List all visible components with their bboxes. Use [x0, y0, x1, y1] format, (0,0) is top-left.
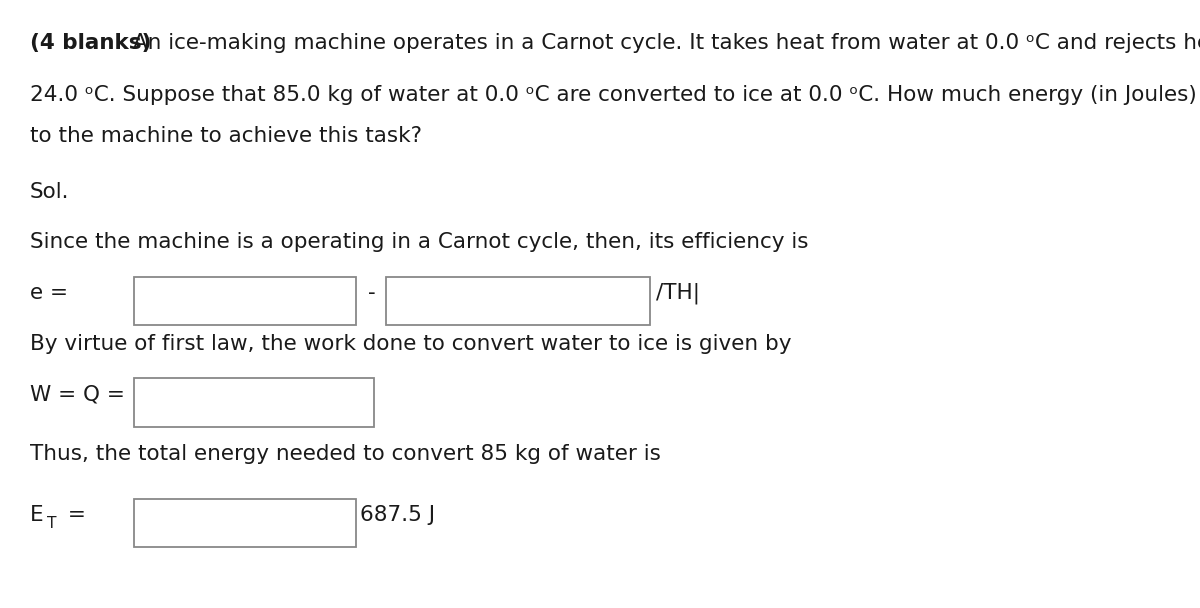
- FancyBboxPatch shape: [134, 277, 356, 325]
- Text: 687.5 J: 687.5 J: [360, 505, 436, 525]
- Text: -: -: [368, 283, 376, 303]
- FancyBboxPatch shape: [134, 378, 374, 427]
- Text: An ice-making machine operates in a Carnot cycle. It takes heat from water at 0.: An ice-making machine operates in a Carn…: [126, 33, 1200, 54]
- Text: 24.0 ᵒC. Suppose that 85.0 kg of water at 0.0 ᵒC are converted to ice at 0.0 ᵒC.: 24.0 ᵒC. Suppose that 85.0 kg of water a…: [30, 85, 1200, 105]
- Text: =: =: [61, 505, 86, 525]
- Text: By virtue of first law, the work done to convert water to ice is given by: By virtue of first law, the work done to…: [30, 334, 792, 354]
- Text: T: T: [47, 516, 56, 531]
- Text: Thus, the total energy needed to convert 85 kg of water is: Thus, the total energy needed to convert…: [30, 444, 661, 464]
- Text: (4 blanks): (4 blanks): [30, 33, 151, 54]
- Text: e =: e =: [30, 283, 68, 303]
- Text: Since the machine is a operating in a Carnot cycle, then, its efficiency is: Since the machine is a operating in a Ca…: [30, 232, 809, 252]
- Text: Sol.: Sol.: [30, 182, 70, 202]
- Text: E: E: [30, 505, 43, 525]
- Text: W = Q =: W = Q =: [30, 384, 125, 404]
- FancyBboxPatch shape: [134, 499, 356, 547]
- FancyBboxPatch shape: [386, 277, 650, 325]
- Text: to the machine to achieve this task?: to the machine to achieve this task?: [30, 126, 422, 147]
- Text: /TH|: /TH|: [656, 283, 701, 304]
